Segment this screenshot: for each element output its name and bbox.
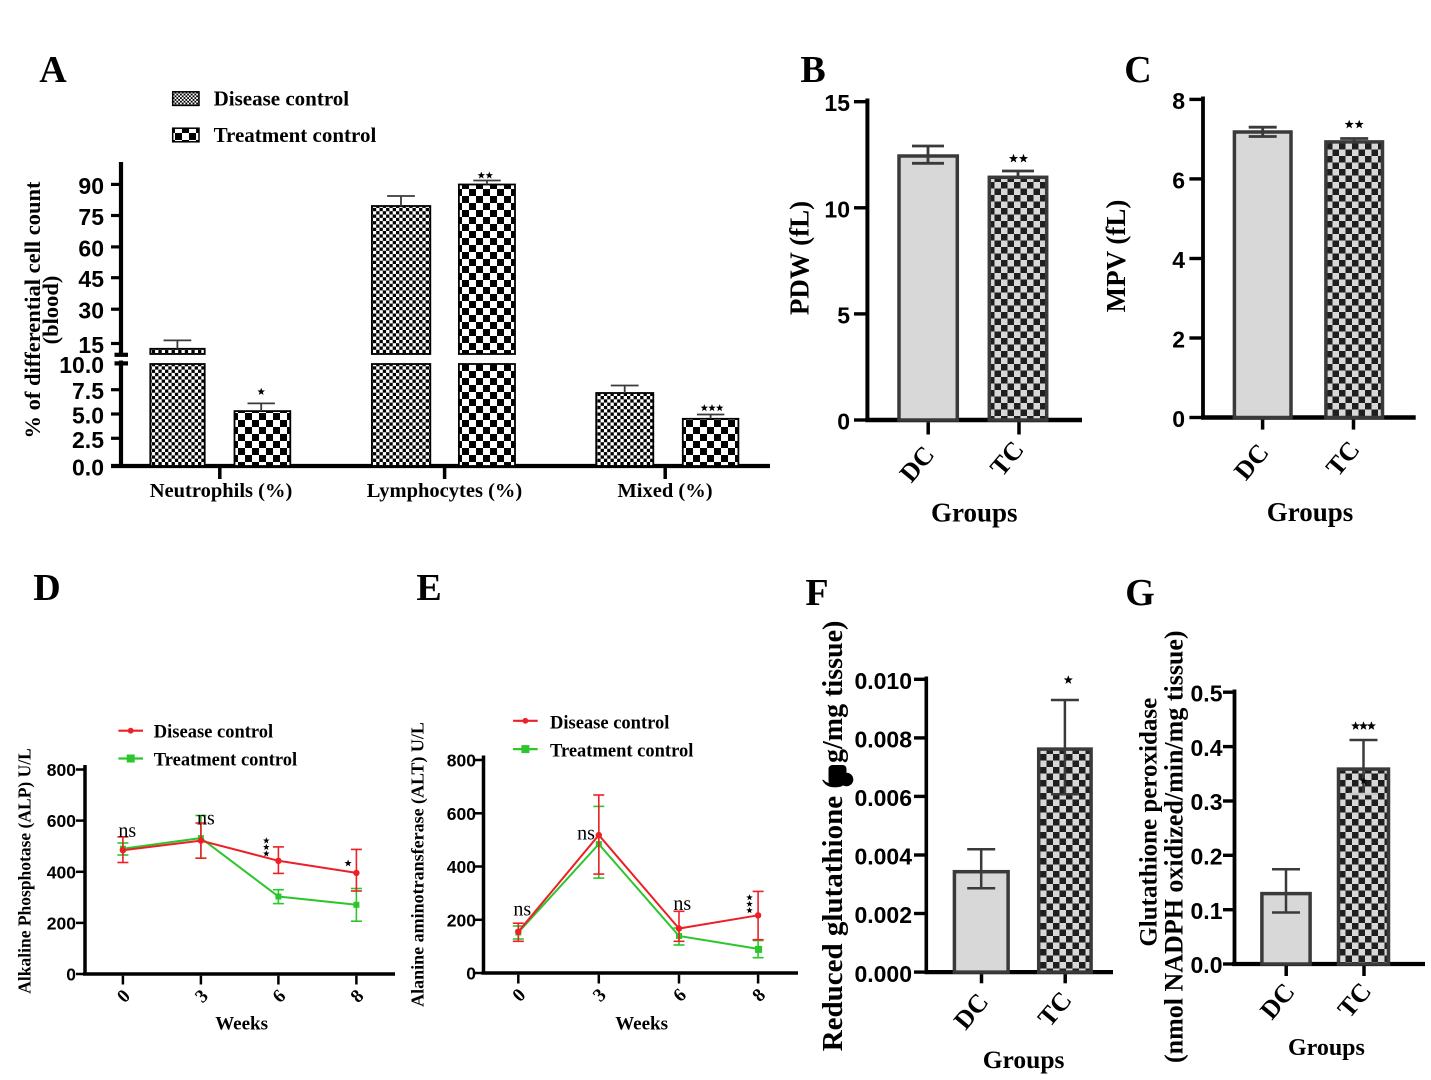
svg-text:0.3: 0.3 bbox=[1191, 789, 1223, 815]
svg-text:F: F bbox=[805, 572, 828, 614]
svg-text:30: 30 bbox=[78, 298, 104, 324]
svg-text:0.000: 0.000 bbox=[854, 961, 912, 987]
svg-text:ns: ns bbox=[513, 898, 531, 920]
svg-text:5.0: 5.0 bbox=[72, 403, 104, 429]
svg-text:(blood): (blood) bbox=[38, 276, 63, 345]
svg-text:0.2: 0.2 bbox=[1191, 844, 1223, 870]
svg-text:MPV (fL): MPV (fL) bbox=[1101, 200, 1131, 313]
svg-text:Treatment control: Treatment control bbox=[154, 750, 297, 770]
svg-text:0.004: 0.004 bbox=[854, 844, 912, 870]
svg-text:ns: ns bbox=[673, 893, 691, 915]
svg-text:Lymphocytes (%): Lymphocytes (%) bbox=[367, 480, 522, 502]
svg-text:0.006: 0.006 bbox=[854, 785, 912, 811]
svg-text:Treatment control: Treatment control bbox=[214, 123, 377, 147]
svg-text:PDW (fL): PDW (fL) bbox=[785, 201, 815, 315]
svg-text:600: 600 bbox=[47, 811, 76, 831]
svg-text:400: 400 bbox=[47, 862, 76, 882]
svg-text:2.5: 2.5 bbox=[72, 427, 104, 453]
svg-text:Glutathione peroxidase: Glutathione peroxidase bbox=[1136, 698, 1163, 947]
svg-text:10.0: 10.0 bbox=[59, 352, 104, 378]
svg-text:ns: ns bbox=[577, 823, 595, 845]
svg-text:Treatment control: Treatment control bbox=[550, 741, 693, 761]
svg-text:ns: ns bbox=[118, 820, 136, 842]
svg-text:800: 800 bbox=[447, 751, 476, 771]
svg-text:C: C bbox=[1124, 49, 1151, 91]
svg-text:400: 400 bbox=[447, 857, 476, 877]
svg-text:75: 75 bbox=[78, 204, 104, 230]
svg-text:(nmol NADPH oxidized/min/mg ti: (nmol NADPH oxidized/min/mg tissue) bbox=[1160, 630, 1189, 1063]
svg-text:E: E bbox=[416, 567, 441, 609]
svg-text:B: B bbox=[800, 49, 825, 91]
svg-text:0: 0 bbox=[466, 964, 476, 984]
svg-text:Disease control: Disease control bbox=[550, 714, 669, 734]
svg-text:45: 45 bbox=[78, 266, 104, 292]
svg-text:ns: ns bbox=[197, 807, 215, 829]
svg-text:Mixed (%): Mixed (%) bbox=[617, 480, 712, 502]
svg-text:0: 0 bbox=[837, 409, 850, 435]
svg-text:7.5: 7.5 bbox=[72, 378, 104, 404]
svg-text:Disease control: Disease control bbox=[214, 87, 350, 111]
svg-text:0.0: 0.0 bbox=[1191, 952, 1223, 978]
svg-text:Groups: Groups bbox=[1267, 497, 1354, 527]
svg-text:8: 8 bbox=[1172, 88, 1185, 114]
svg-text:0.002: 0.002 bbox=[854, 902, 912, 928]
svg-text:G: G bbox=[1125, 572, 1155, 614]
svg-text:0.008: 0.008 bbox=[854, 727, 912, 753]
svg-text:0.1: 0.1 bbox=[1191, 898, 1223, 924]
svg-text:Neutrophils (%): Neutrophils (%) bbox=[150, 480, 293, 502]
svg-text:0: 0 bbox=[1172, 406, 1185, 432]
svg-text:Weeks: Weeks bbox=[615, 1014, 668, 1035]
svg-text:800: 800 bbox=[47, 760, 76, 780]
svg-text:15: 15 bbox=[824, 90, 850, 116]
svg-text:0.4: 0.4 bbox=[1191, 735, 1223, 761]
svg-text:6: 6 bbox=[1172, 167, 1185, 193]
svg-text:Weeks: Weeks bbox=[215, 1014, 268, 1035]
svg-text:60: 60 bbox=[78, 235, 104, 261]
svg-text:0: 0 bbox=[66, 965, 76, 985]
svg-text:2: 2 bbox=[1172, 327, 1185, 353]
svg-text:15: 15 bbox=[78, 332, 104, 358]
svg-text:90: 90 bbox=[78, 173, 104, 199]
svg-text:Groups: Groups bbox=[931, 498, 1018, 528]
svg-text:0.0: 0.0 bbox=[72, 455, 104, 481]
svg-text:Alanine aminotransferase (ALT): Alanine aminotransferase (ALT) U/L bbox=[408, 722, 429, 1007]
svg-text:% of differential cell count: % of differential cell count bbox=[20, 181, 45, 439]
svg-text:Alkaline Phosphotase (ALP) U/L: Alkaline Phosphotase (ALP) U/L bbox=[15, 748, 35, 994]
svg-text:200: 200 bbox=[447, 910, 476, 930]
svg-text:10: 10 bbox=[824, 196, 850, 222]
svg-text:0.5: 0.5 bbox=[1191, 680, 1223, 706]
svg-text:A: A bbox=[39, 49, 67, 91]
svg-text:Disease control: Disease control bbox=[154, 723, 273, 743]
svg-text:Groups: Groups bbox=[1288, 1035, 1365, 1061]
svg-text:4: 4 bbox=[1172, 247, 1185, 273]
svg-text:g/mg tissue): g/mg tissue) bbox=[818, 621, 849, 763]
svg-text:200: 200 bbox=[47, 913, 76, 933]
svg-text:5: 5 bbox=[837, 302, 850, 328]
svg-text:0.010: 0.010 bbox=[854, 668, 912, 694]
svg-text:Groups: Groups bbox=[983, 1045, 1065, 1074]
svg-text:D: D bbox=[33, 567, 60, 609]
svg-text:Reduced glutathione (: Reduced glutathione ( bbox=[817, 779, 849, 1051]
svg-text:600: 600 bbox=[447, 804, 476, 824]
